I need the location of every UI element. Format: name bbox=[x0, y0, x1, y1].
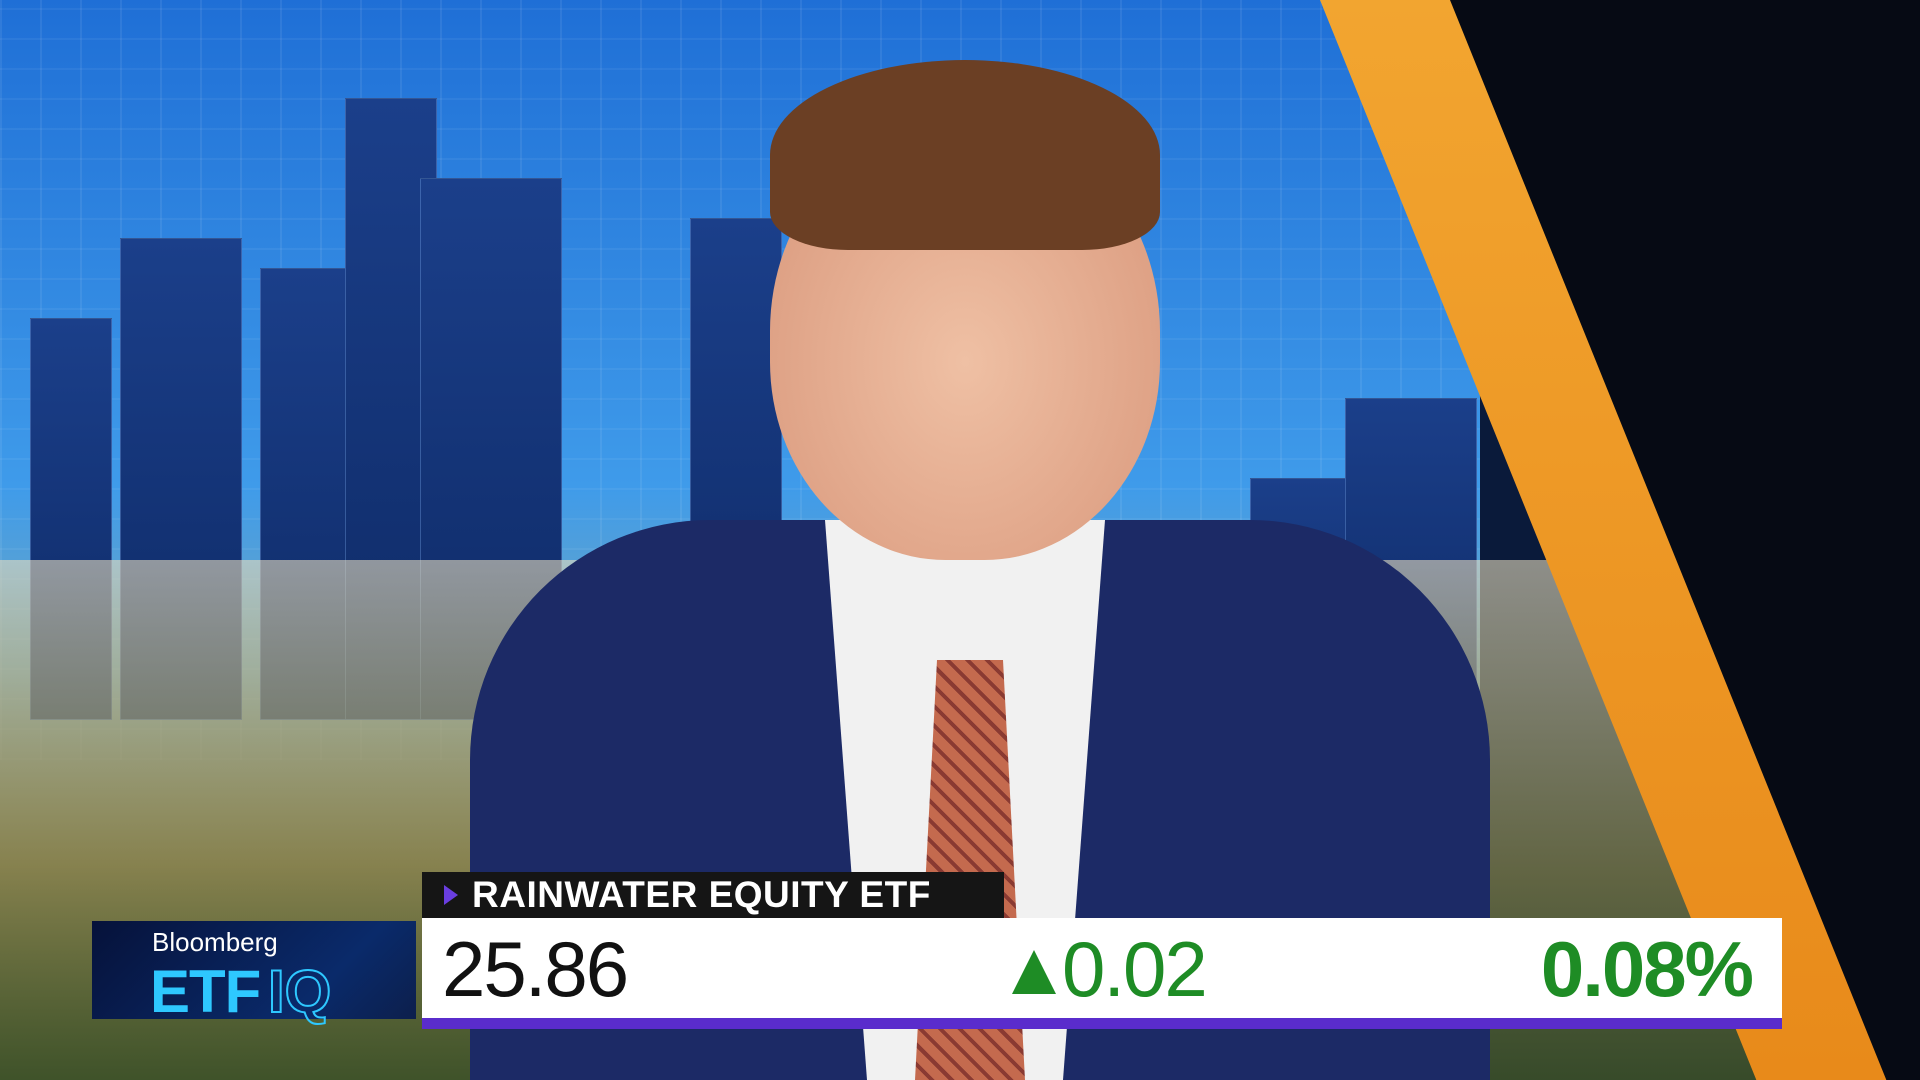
accent-line bbox=[422, 1018, 1782, 1029]
last-price: 25.86 bbox=[442, 925, 629, 1013]
net-change: 0.02 bbox=[1012, 924, 1208, 1015]
show-logo: Bloomberg ETF IQ bbox=[92, 921, 416, 1026]
ticker-title-bar: RAINWATER EQUITY ETF bbox=[422, 872, 1004, 918]
quote-bar: 25.86 0.02 0.08% bbox=[422, 918, 1782, 1018]
brand-name: Bloomberg bbox=[152, 927, 278, 957]
up-arrow-icon bbox=[1012, 949, 1056, 994]
percent-change: 0.08% bbox=[1540, 925, 1754, 1013]
hair bbox=[770, 60, 1160, 250]
security-name: RAINWATER EQUITY ETF bbox=[472, 874, 931, 915]
show-name-iq: IQ bbox=[267, 957, 332, 1026]
net-change-value: 0.02 bbox=[1062, 925, 1208, 1013]
play-arrow-icon bbox=[444, 885, 458, 905]
show-name-etf: ETF bbox=[150, 958, 261, 1025]
